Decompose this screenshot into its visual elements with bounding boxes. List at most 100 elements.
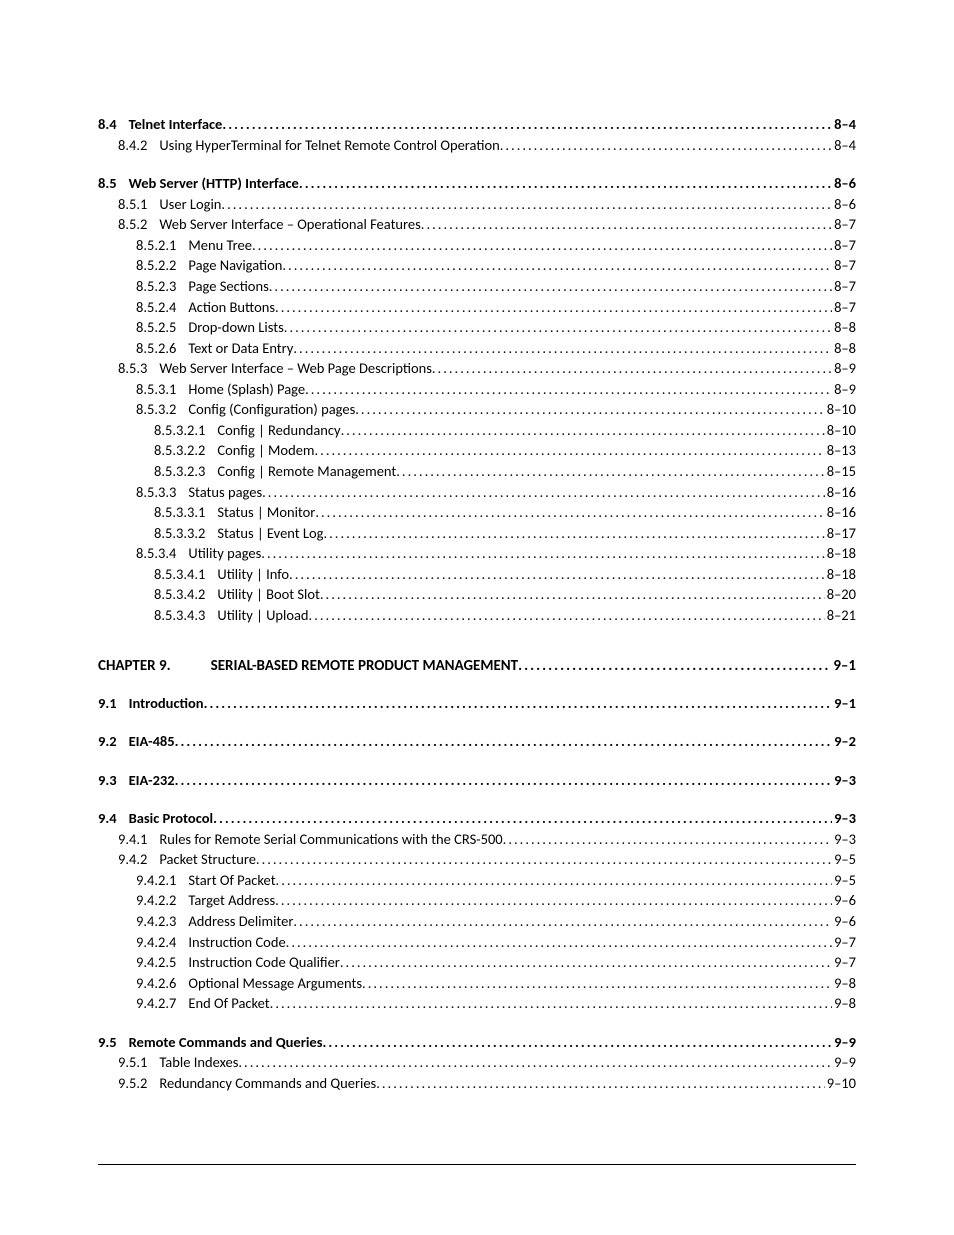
toc-page: 8–16 <box>825 503 856 523</box>
toc-page: 8–8 <box>832 318 856 338</box>
toc-entry: 8.5.3.3Status pages 8–16 <box>98 483 856 503</box>
toc-entry: 8.5Web Server (HTTP) Interface8–6 <box>98 174 856 194</box>
toc-title: Status pages <box>188 483 262 503</box>
toc-title: Using HyperTerminal for Telnet Remote Co… <box>159 136 499 156</box>
toc-number: 8.5.3.2 <box>136 400 188 420</box>
toc-page: 8–16 <box>825 483 856 503</box>
toc-title: Action Buttons <box>188 298 275 318</box>
toc-number: 8.5.2.2 <box>136 256 188 276</box>
toc-entry: 8.5.3.2.2Config | Modem8–13 <box>98 441 856 461</box>
toc-title: Text or Data Entry <box>188 339 293 359</box>
toc-number: 8.5.2 <box>118 215 159 235</box>
leader-dots <box>362 974 832 994</box>
toc-entry: 8.5.2.4Action Buttons8–7 <box>98 298 856 318</box>
chapter-label: CHAPTER 9. <box>98 657 211 675</box>
leader-dots <box>284 318 832 338</box>
toc-title: Introduction <box>129 694 204 714</box>
toc-entry: 9.4.2.5Instruction Code Qualifier9–7 <box>98 953 856 973</box>
toc-page: 8–4 <box>832 115 856 135</box>
toc-page: 9–8 <box>832 994 856 1014</box>
toc-title: Address Delimiter <box>188 912 293 932</box>
toc-entry: 8.5.2.5Drop-down Lists8–8 <box>98 318 856 338</box>
toc-title: Optional Message Arguments <box>188 974 362 994</box>
toc-page: 8–21 <box>825 606 856 626</box>
toc-number: 8.5.3 <box>118 359 159 379</box>
toc-page: 8–18 <box>825 544 856 564</box>
toc-title: Config | Remote Management <box>217 462 396 482</box>
toc-entry: 9.4.2.3Address Delimiter9–6 <box>98 912 856 932</box>
chapter-heading: CHAPTER 9.SERIAL-BASED REMOTE PRODUCT MA… <box>98 657 856 675</box>
toc-number: 8.5.3.4.2 <box>154 585 217 605</box>
toc-number: 9.1 <box>98 694 129 714</box>
toc-title: Page Navigation <box>188 256 282 276</box>
gap <box>98 714 856 732</box>
toc-entry: 9.4.1Rules for Remote Serial Communicati… <box>98 830 856 850</box>
toc-number: 9.4.2.2 <box>136 891 188 911</box>
leader-dots <box>421 215 832 235</box>
leader-dots <box>252 236 832 256</box>
toc-container: 8.4Telnet Interface8–48.4.2Using HyperTe… <box>98 115 856 1094</box>
toc-entry: 8.5.2.6Text or Data Entry8–8 <box>98 339 856 359</box>
toc-entry: 9.4Basic Protocol9–3 <box>98 809 856 829</box>
toc-entry: 8.5.3.4.3Utility | Upload8–21 <box>98 606 856 626</box>
toc-number: 8.5.3.2.2 <box>154 441 217 461</box>
toc-page: 8–15 <box>825 462 856 482</box>
toc-entry: 8.5.2.2Page Navigation8–7 <box>98 256 856 276</box>
toc-number: 9.4.2.5 <box>136 953 188 973</box>
toc-number: 8.5.3.2.1 <box>154 421 217 441</box>
leader-dots <box>341 421 825 441</box>
toc-entry: 8.5.2.1Menu Tree8–7 <box>98 236 856 256</box>
toc-number: 8.5.3.2.3 <box>154 462 217 482</box>
toc-number: 9.4.2 <box>118 850 159 870</box>
toc-title: Config | Redundancy <box>217 421 340 441</box>
leader-dots <box>269 277 832 297</box>
toc-page: 8–9 <box>832 359 856 379</box>
toc-number: 9.5.1 <box>118 1053 159 1073</box>
toc-page: 8–7 <box>832 277 856 297</box>
leader-dots <box>256 850 832 870</box>
toc-title: Page Sections <box>188 277 268 297</box>
toc-page: 8–17 <box>825 524 856 544</box>
toc-title: Utility | Info <box>217 565 289 585</box>
toc-number: 8.5.3.3.2 <box>154 524 217 544</box>
toc-page: 9–3 <box>832 771 856 791</box>
toc-number: 8.4.2 <box>118 136 159 156</box>
gap <box>98 627 856 657</box>
toc-title: Target Address <box>188 891 275 911</box>
toc-page: 9–3 <box>832 830 856 850</box>
toc-page: 9–6 <box>832 912 856 932</box>
toc-page: 9–10 <box>825 1074 856 1094</box>
toc-number: 8.5.3.3 <box>136 483 188 503</box>
gap <box>98 676 856 694</box>
toc-page: 8–10 <box>825 421 856 441</box>
leader-dots <box>320 585 825 605</box>
toc-entry: 8.5.3.2.1Config | Redundancy 8–10 <box>98 421 856 441</box>
toc-page: 8–6 <box>832 195 856 215</box>
toc-number: 8.5.2.3 <box>136 277 188 297</box>
leader-dots <box>293 339 832 359</box>
toc-entry: 9.5Remote Commands and Queries9–9 <box>98 1033 856 1053</box>
leader-dots <box>293 912 832 932</box>
toc-entry: 8.5.3.2Config (Configuration) pages8–10 <box>98 400 856 420</box>
toc-entry: 8.5.2Web Server Interface – Operational … <box>98 215 856 235</box>
toc-title: Instruction Code Qualifier <box>188 953 339 973</box>
leader-dots <box>376 1074 825 1094</box>
leader-dots <box>213 809 832 829</box>
leader-dots <box>282 256 832 276</box>
toc-entry: 8.5.3.4.1Utility | Info8–18 <box>98 565 856 585</box>
toc-entry: 8.5.2.3Page Sections 8–7 <box>98 277 856 297</box>
leader-dots <box>396 462 824 482</box>
toc-title: Rules for Remote Serial Communications w… <box>159 830 502 850</box>
leader-dots <box>315 441 825 461</box>
toc-number: 9.4.1 <box>118 830 159 850</box>
toc-page: 8–18 <box>825 565 856 585</box>
toc-number: 8.5 <box>98 174 129 194</box>
gap <box>98 1015 856 1033</box>
leader-dots <box>238 1053 832 1073</box>
toc-number: 9.2 <box>98 732 129 752</box>
toc-title: Status | Event Log <box>217 524 323 544</box>
toc-title: Drop-down Lists <box>188 318 283 338</box>
toc-entry: 8.5.3.3.2Status | Event Log 8–17 <box>98 524 856 544</box>
toc-number: 8.5.3.1 <box>136 380 188 400</box>
leader-dots <box>221 195 832 215</box>
